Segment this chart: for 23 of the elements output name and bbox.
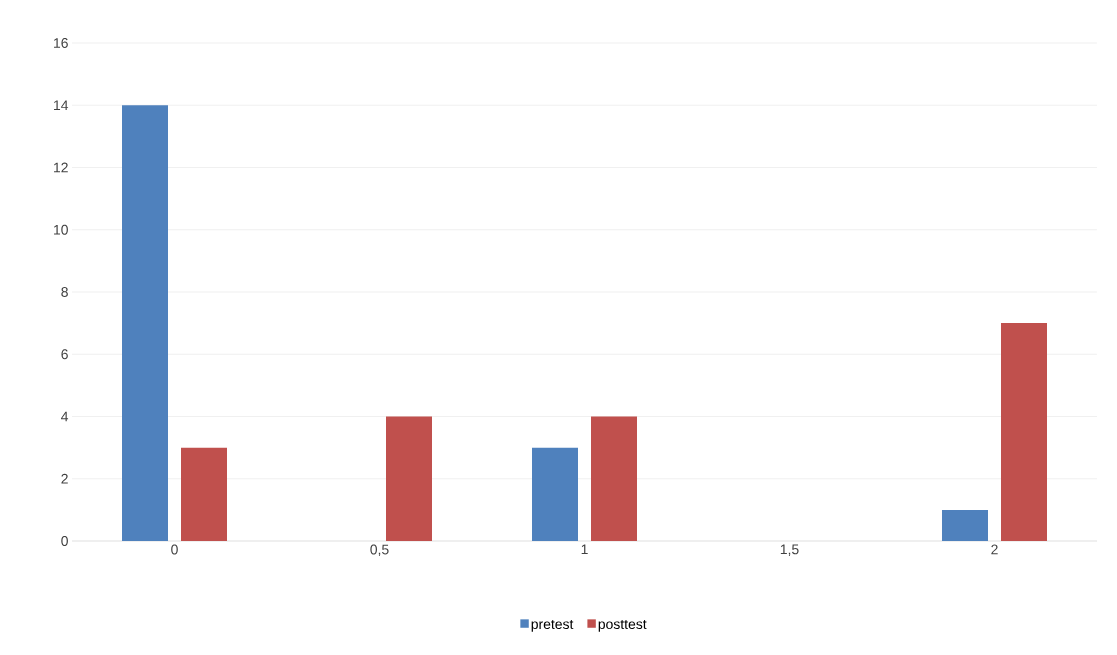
x-tick-label: 1,5 <box>780 544 799 556</box>
legend-label: pretest <box>531 619 574 632</box>
bar <box>1000 323 1047 541</box>
y-tick-label: 0 <box>61 536 68 546</box>
x-tick-label: 1 <box>581 544 588 555</box>
y-tick-label: 6 <box>61 349 68 360</box>
bar <box>386 416 432 541</box>
y-tick-label: 4 <box>61 411 69 422</box>
bar <box>532 447 578 541</box>
legend-label: posttest <box>598 619 647 632</box>
bar <box>941 509 988 541</box>
x-tick-label: 0 <box>171 544 178 555</box>
y-tick-label: 14 <box>54 100 69 111</box>
x-tick-label: 2 <box>991 544 998 555</box>
bar <box>591 416 637 541</box>
y-tick-label: 8 <box>61 287 68 297</box>
x-tick-label: 0,5 <box>370 544 389 557</box>
bar <box>181 447 227 541</box>
y-tick-label: 2 <box>61 473 68 484</box>
y-tick-label: 12 <box>54 162 68 173</box>
bar <box>122 105 168 541</box>
y-tick-label: 16 <box>54 38 68 48</box>
y-tick-label: 10 <box>54 224 68 235</box>
